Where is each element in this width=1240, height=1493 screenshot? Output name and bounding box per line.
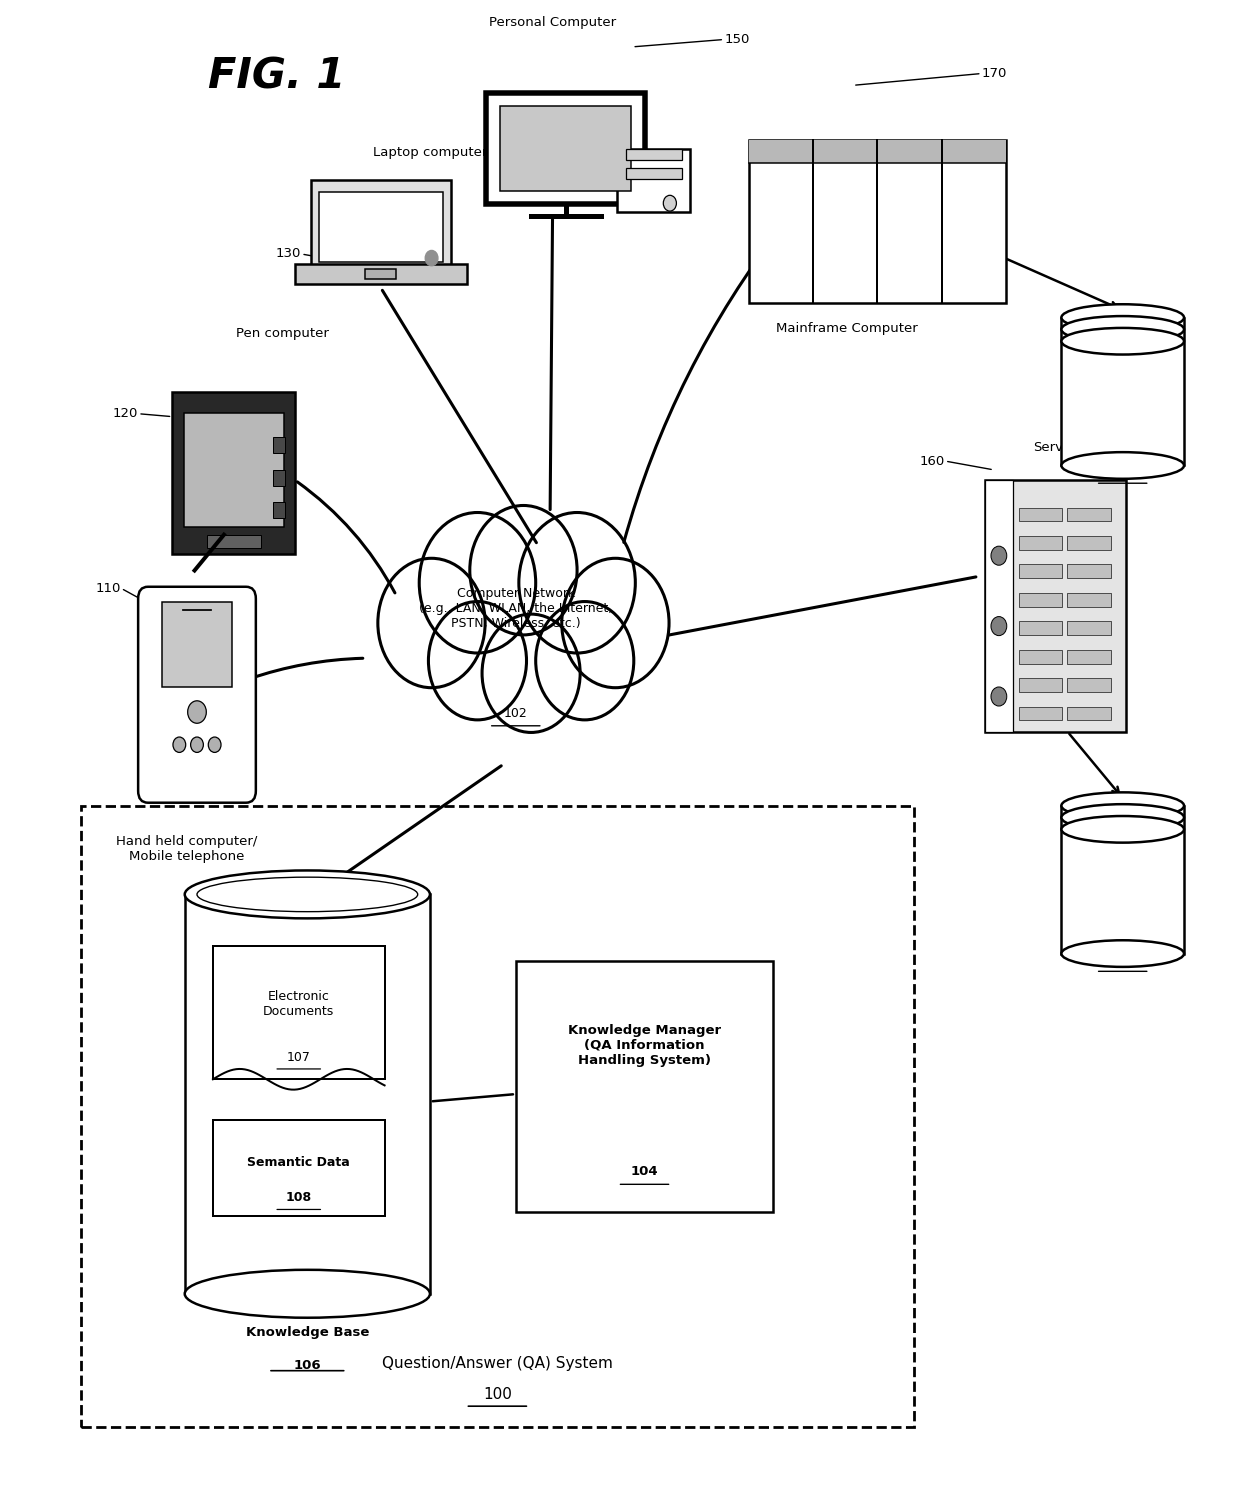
- Circle shape: [991, 546, 1007, 566]
- Circle shape: [536, 602, 634, 720]
- FancyBboxPatch shape: [319, 193, 443, 261]
- Text: 160: 160: [920, 454, 945, 467]
- Text: 106: 106: [294, 1359, 321, 1372]
- Polygon shape: [1061, 806, 1184, 954]
- Circle shape: [425, 251, 438, 266]
- Text: Question/Answer (QA) System: Question/Answer (QA) System: [382, 1356, 613, 1371]
- Circle shape: [470, 506, 577, 635]
- FancyBboxPatch shape: [749, 140, 1006, 163]
- Text: Laptop computer: Laptop computer: [373, 146, 487, 160]
- Circle shape: [991, 617, 1007, 636]
- Text: Nonvolatile
Data Store: Nonvolatile Data Store: [1085, 360, 1161, 388]
- Ellipse shape: [1061, 805, 1184, 830]
- Text: Electronic
Documents: Electronic Documents: [263, 990, 335, 1018]
- Ellipse shape: [1061, 793, 1184, 820]
- FancyBboxPatch shape: [172, 391, 295, 554]
- Circle shape: [518, 512, 635, 652]
- Text: 120: 120: [113, 408, 138, 420]
- FancyBboxPatch shape: [1068, 649, 1111, 663]
- Circle shape: [482, 614, 580, 733]
- Text: 165: 165: [1110, 951, 1136, 964]
- Ellipse shape: [1061, 817, 1184, 842]
- Text: 102: 102: [503, 708, 528, 721]
- FancyBboxPatch shape: [486, 93, 645, 205]
- Text: FIG. 1: FIG. 1: [208, 55, 346, 97]
- Text: Computer Network
(e.g., LAN, WLAN, the Internet,
PSTN, Wireless, etc.): Computer Network (e.g., LAN, WLAN, the I…: [419, 587, 613, 630]
- FancyBboxPatch shape: [1018, 536, 1063, 549]
- Circle shape: [429, 602, 527, 720]
- FancyBboxPatch shape: [1068, 678, 1111, 691]
- Text: 108: 108: [285, 1191, 311, 1205]
- FancyBboxPatch shape: [207, 534, 260, 548]
- FancyBboxPatch shape: [1018, 564, 1063, 578]
- Circle shape: [187, 700, 206, 723]
- FancyBboxPatch shape: [213, 947, 384, 1079]
- FancyBboxPatch shape: [1068, 536, 1111, 549]
- FancyBboxPatch shape: [626, 149, 682, 160]
- Circle shape: [208, 738, 221, 752]
- FancyBboxPatch shape: [184, 412, 284, 527]
- Polygon shape: [185, 894, 430, 1294]
- FancyBboxPatch shape: [749, 140, 1006, 303]
- FancyBboxPatch shape: [1068, 593, 1111, 606]
- FancyBboxPatch shape: [626, 167, 682, 179]
- FancyBboxPatch shape: [161, 603, 232, 687]
- Text: Nonvolatile
Data Store: Nonvolatile Data Store: [1085, 848, 1161, 876]
- Text: Server: Server: [1033, 440, 1078, 454]
- FancyBboxPatch shape: [618, 149, 691, 212]
- FancyBboxPatch shape: [1068, 621, 1111, 635]
- Text: Personal Computer: Personal Computer: [489, 16, 616, 30]
- FancyBboxPatch shape: [1068, 508, 1111, 521]
- Ellipse shape: [185, 1271, 430, 1318]
- FancyBboxPatch shape: [1018, 649, 1063, 663]
- Text: Knowledge Base: Knowledge Base: [246, 1326, 370, 1339]
- Ellipse shape: [1061, 317, 1184, 343]
- FancyBboxPatch shape: [985, 481, 1126, 732]
- FancyBboxPatch shape: [501, 106, 631, 191]
- FancyBboxPatch shape: [516, 961, 774, 1212]
- Text: Pen computer: Pen computer: [237, 327, 330, 340]
- FancyBboxPatch shape: [213, 1120, 384, 1217]
- FancyBboxPatch shape: [985, 481, 1013, 732]
- FancyBboxPatch shape: [1018, 678, 1063, 691]
- FancyBboxPatch shape: [310, 181, 451, 269]
- FancyBboxPatch shape: [138, 587, 255, 803]
- FancyBboxPatch shape: [273, 437, 285, 454]
- Text: Mainframe Computer: Mainframe Computer: [776, 322, 918, 334]
- Circle shape: [663, 196, 676, 211]
- FancyBboxPatch shape: [295, 264, 466, 284]
- Ellipse shape: [1061, 941, 1184, 967]
- Text: 104: 104: [631, 1165, 658, 1178]
- Text: Knowledge Manager
(QA Information
Handling System): Knowledge Manager (QA Information Handli…: [568, 1024, 722, 1067]
- Circle shape: [991, 687, 1007, 706]
- Text: 100: 100: [482, 1387, 512, 1402]
- Circle shape: [562, 558, 670, 688]
- Text: 107: 107: [286, 1051, 311, 1063]
- Text: Hand held computer/
Mobile telephone: Hand held computer/ Mobile telephone: [117, 835, 258, 863]
- Text: 130: 130: [275, 248, 301, 260]
- FancyBboxPatch shape: [273, 502, 285, 518]
- FancyBboxPatch shape: [1068, 706, 1111, 721]
- Circle shape: [172, 738, 186, 752]
- FancyBboxPatch shape: [366, 269, 397, 279]
- FancyBboxPatch shape: [1018, 593, 1063, 606]
- Ellipse shape: [1061, 452, 1184, 479]
- FancyBboxPatch shape: [1018, 706, 1063, 721]
- Text: Semantic Data: Semantic Data: [248, 1156, 350, 1169]
- Polygon shape: [1061, 318, 1184, 466]
- Text: 150: 150: [724, 33, 750, 46]
- Text: 110: 110: [95, 582, 122, 594]
- Text: 175: 175: [1110, 463, 1136, 476]
- FancyBboxPatch shape: [1018, 508, 1063, 521]
- FancyBboxPatch shape: [1068, 564, 1111, 578]
- Ellipse shape: [1061, 305, 1184, 331]
- FancyBboxPatch shape: [273, 470, 285, 485]
- Ellipse shape: [1061, 328, 1184, 354]
- Circle shape: [191, 738, 203, 752]
- Circle shape: [378, 558, 485, 688]
- Ellipse shape: [185, 870, 430, 918]
- FancyBboxPatch shape: [1018, 621, 1063, 635]
- Text: 170: 170: [982, 67, 1007, 81]
- Circle shape: [419, 512, 536, 652]
